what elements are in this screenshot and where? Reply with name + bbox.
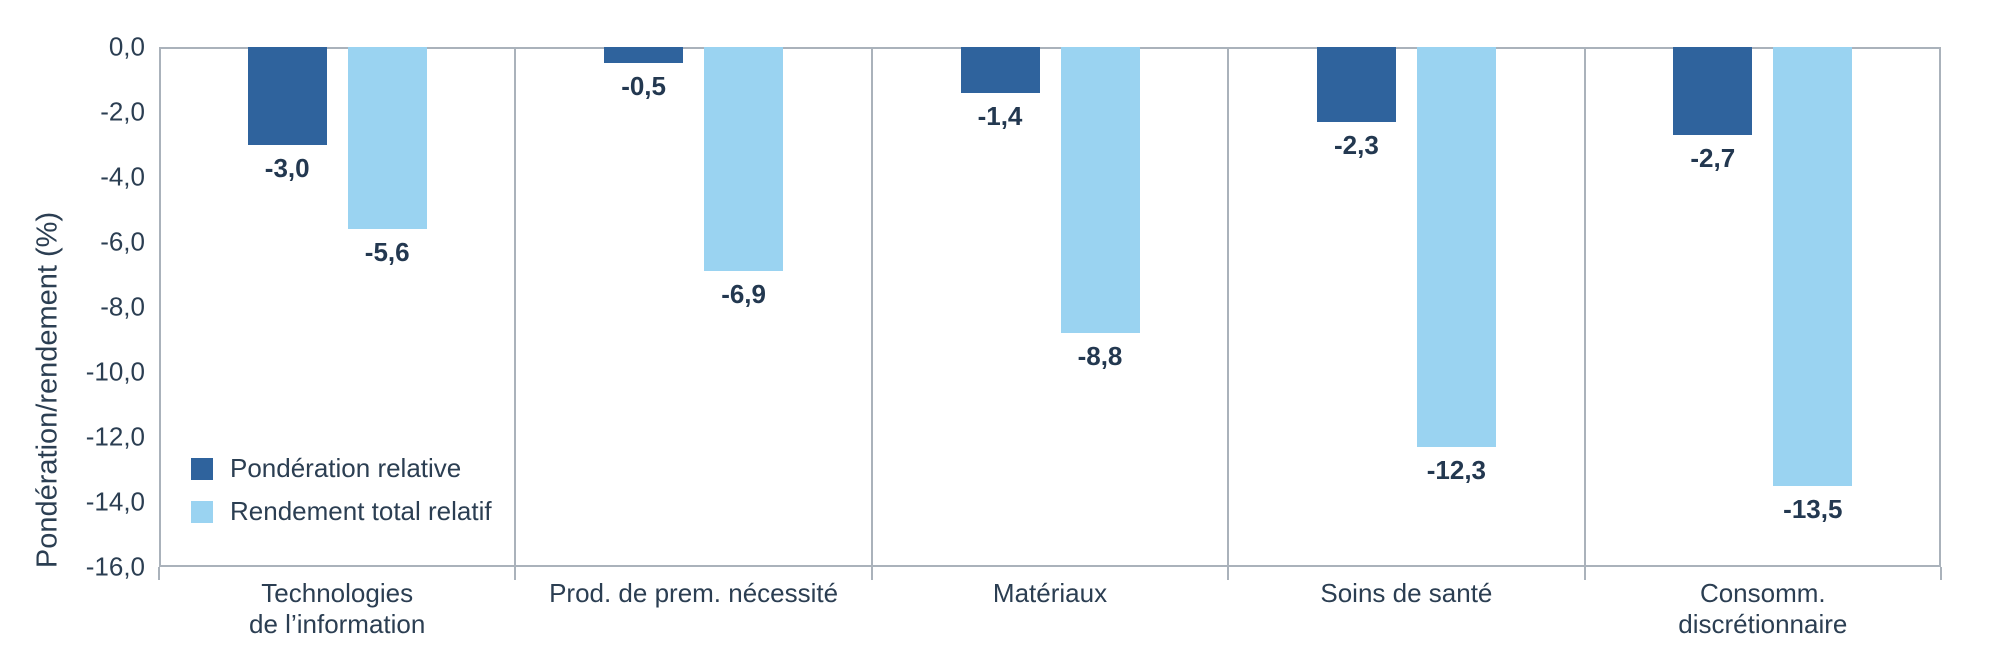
y-tick-label: -2,0 [100,96,145,127]
x-category-label-4: Consomm. discrétionnaire [1678,578,1848,639]
x-category-label-0: Technologies de l’information [249,578,426,639]
bar-s1-c3 [1416,47,1496,447]
y-tick-label: -4,0 [100,161,145,192]
x-category-label-3: Soins de santé [1320,578,1493,608]
bar-value-label-s0-c2: -1,4 [977,100,1023,131]
y-tick-label: -16,0 [85,551,145,582]
legend-item-rendement-total-relatif: Rendement total relatif [191,496,492,527]
y-tick-label: -12,0 [85,421,145,452]
panel-separator [1227,47,1230,567]
bar-value-label-s1-c3: -12,3 [1426,454,1487,485]
bar-value-label-s1-c0: -5,6 [364,237,410,267]
legend-swatch-ponderation-relative [191,457,213,480]
legend: Pondération relative Rendement total rel… [191,453,492,539]
panel-separator [514,47,517,567]
y-tick-label: 0,0 [108,31,145,62]
bar-s0-c3 [1316,47,1396,122]
y-tick-label: -8,0 [100,291,145,322]
legend-label-rendement-total-relatif: Rendement total relatif [230,496,492,526]
x-axis-tick [158,567,160,580]
legend-swatch-rendement-total-relatif [191,500,213,523]
bar-value-label-s0-c4: -2,7 [1690,142,1736,173]
legend-item-ponderation-relative: Pondération relative [191,453,492,484]
bar-value-label-s1-c4: -13,5 [1783,493,1843,524]
bar-s0-c2 [960,47,1040,93]
bar-s0-c0 [247,47,327,145]
x-category-label-2: Matériaux [992,578,1108,608]
y-tick-label: -10,0 [85,356,145,387]
y-tick-label: -14,0 [85,486,145,517]
x-axis-tick [1940,567,1942,580]
legend-label-ponderation-relative: Pondération relative [230,453,462,483]
y-tick-label: -6,0 [100,226,145,257]
x-axis-tick [1227,567,1230,580]
plot-area [159,47,1941,567]
bar-s1-c1 [704,47,784,272]
x-axis-tick [514,567,517,580]
x-category-label-1: Prod. de prem. nécessité [549,578,839,608]
bar-s1-c4 [1773,47,1853,486]
bar-value-label-s1-c2: -8,8 [1077,341,1123,371]
bar-s0-c4 [1673,47,1753,135]
bar-value-label-s0-c1: -0,5 [621,71,666,102]
bar-value-label-s1-c1: -6,9 [721,279,766,310]
bar-s1-c2 [1060,47,1140,333]
x-axis-tick [870,567,873,580]
bar-value-label-s0-c0: -3,0 [264,152,310,183]
panel-separator [1583,47,1586,567]
bar-s0-c1 [604,47,684,64]
bar-value-label-s0-c3: -2,3 [1333,129,1379,160]
bar-s1-c0 [347,47,427,229]
panel-separator [870,47,873,567]
x-axis-tick [1583,567,1586,580]
